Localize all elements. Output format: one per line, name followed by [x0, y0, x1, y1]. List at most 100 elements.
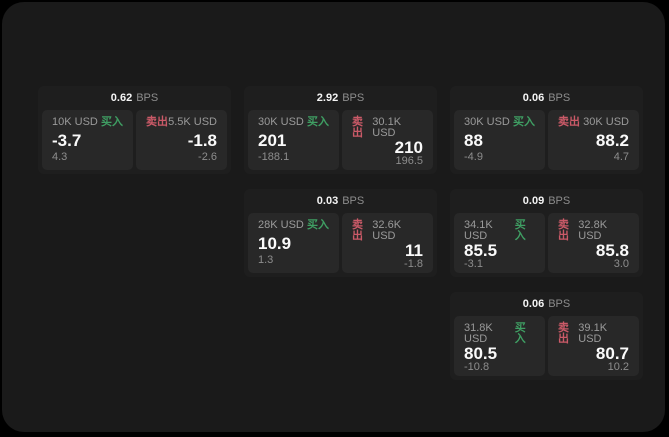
- bps-unit-label: BPS: [548, 91, 571, 104]
- buy-amount: 31.8K USD: [464, 322, 493, 345]
- card-body: 30K USD 买入 88 -4.9 卖出 30K USD 88.2 4.7: [454, 110, 639, 170]
- sell-amount: 30K USD: [583, 116, 629, 128]
- card-body: 34.1K USD 买入 85.5 -3.1 卖出 32.8K USD 85.8…: [454, 213, 639, 273]
- buy-price: 85.5: [464, 241, 498, 260]
- buy-price: -3.7: [52, 130, 82, 150]
- sell-label: 卖出: [558, 322, 569, 345]
- buy-sub-value: 4.3: [52, 151, 68, 163]
- sell-amount: 32.8K USD: [578, 219, 608, 242]
- buy-amount: 28K USD: [258, 219, 304, 231]
- bps-unit-label: BPS: [342, 91, 365, 104]
- buy-amount: 30K USD: [258, 116, 304, 128]
- bps-value: 2.92: [316, 91, 339, 104]
- bps-unit-label: BPS: [342, 194, 365, 207]
- quote-card: 0.06 BPS 30K USD 买入 88 -4.9 卖出 30K USD 8…: [450, 86, 643, 174]
- bps-value: 0.06: [522, 91, 545, 104]
- card-grid: 0.62 BPS 10K USD 买入 -3.7 4.3 卖出 5.5K USD…: [38, 86, 643, 380]
- buy-amount: 34.1K USD: [464, 219, 493, 242]
- card-header: 0.62 BPS: [42, 86, 227, 110]
- buy-label: 买入: [307, 116, 329, 128]
- buy-label: 买入: [101, 116, 123, 128]
- sell-sub-value: 10.2: [607, 361, 629, 373]
- sell-tile-header: 卖出 32.6K USD: [352, 220, 423, 242]
- sell-sub-value: 4.7: [613, 151, 629, 163]
- buy-tile[interactable]: 28K USD 买入 10.9 1.3: [248, 213, 339, 273]
- sell-tile[interactable]: 卖出 39.1K USD 80.7 10.2: [548, 316, 639, 376]
- sell-tile-header: 卖出 30K USD: [558, 117, 629, 128]
- quote-card: 0.06 BPS 31.8K USD 买入 80.5 -10.8 卖出 39.1…: [450, 292, 643, 380]
- bps-unit-label: BPS: [136, 91, 159, 104]
- card-body: 28K USD 买入 10.9 1.3 卖出 32.6K USD 11 -1.8: [248, 213, 433, 273]
- sell-tile-header: 卖出 32.8K USD: [558, 220, 629, 242]
- quote-card: 0.03 BPS 28K USD 买入 10.9 1.3 卖出 32.6K US…: [244, 189, 437, 277]
- sell-tile[interactable]: 卖出 5.5K USD -1.8 -2.6: [136, 110, 227, 170]
- sell-price: 80.7: [595, 344, 629, 363]
- buy-sub-value: -3.1: [464, 258, 483, 270]
- sell-sub-value: -2.6: [198, 151, 217, 163]
- sell-label: 卖出: [352, 219, 363, 242]
- buy-tile[interactable]: 31.8K USD 买入 80.5 -10.8: [454, 316, 545, 376]
- sell-tile-header: 卖出 30.1K USD: [352, 117, 423, 139]
- quote-card: 0.09 BPS 34.1K USD 买入 85.5 -3.1 卖出 32.8K…: [450, 189, 643, 277]
- buy-tile-header: 31.8K USD 买入: [464, 323, 535, 345]
- card-header: 2.92 BPS: [248, 86, 433, 110]
- sell-price: 210: [394, 138, 423, 157]
- bps-unit-label: BPS: [548, 194, 571, 207]
- buy-price: 80.5: [464, 344, 498, 363]
- card-header: 0.06 BPS: [454, 86, 639, 110]
- sell-label: 卖出: [146, 116, 168, 128]
- buy-tile-header: 34.1K USD 买入: [464, 220, 535, 242]
- bps-value: 0.62: [110, 91, 133, 104]
- bps-value: 0.06: [522, 297, 545, 310]
- sell-tile[interactable]: 卖出 32.8K USD 85.8 3.0: [548, 213, 639, 273]
- app-frame: 0.62 BPS 10K USD 买入 -3.7 4.3 卖出 5.5K USD…: [2, 2, 665, 432]
- sell-label: 卖出: [558, 116, 580, 128]
- buy-tile[interactable]: 30K USD 买入 88 -4.9: [454, 110, 545, 170]
- sell-price: -1.8: [187, 130, 217, 150]
- sell-tile[interactable]: 卖出 30K USD 88.2 4.7: [548, 110, 639, 170]
- buy-price: 201: [258, 130, 287, 150]
- buy-label: 买入: [307, 219, 329, 231]
- sell-amount: 32.6K USD: [372, 219, 402, 242]
- quote-card: 2.92 BPS 30K USD 买入 201 -188.1 卖出 30.1K …: [244, 86, 437, 174]
- sell-tile[interactable]: 卖出 32.6K USD 11 -1.8: [342, 213, 433, 273]
- card-header: 0.06 BPS: [454, 292, 639, 316]
- buy-tile-header: 28K USD 买入: [258, 220, 329, 231]
- card-body: 31.8K USD 买入 80.5 -10.8 卖出 39.1K USD 80.…: [454, 316, 639, 376]
- buy-label: 买入: [514, 219, 526, 242]
- sell-price: 88.2: [595, 130, 629, 150]
- sell-tile[interactable]: 卖出 30.1K USD 210 196.5: [342, 110, 433, 170]
- buy-tile-header: 30K USD 买入: [258, 117, 329, 128]
- buy-label: 买入: [513, 116, 535, 128]
- sell-amount: 5.5K USD: [168, 116, 217, 128]
- sell-amount: 39.1K USD: [578, 322, 608, 345]
- buy-price: 10.9: [258, 233, 292, 253]
- buy-tile[interactable]: 10K USD 买入 -3.7 4.3: [42, 110, 133, 170]
- buy-sub-value: -10.8: [464, 361, 490, 373]
- bps-value: 0.03: [316, 194, 339, 207]
- sell-sub-value: 196.5: [395, 155, 423, 167]
- buy-price: 88: [464, 130, 483, 150]
- buy-sub-value: 1.3: [258, 254, 274, 266]
- sell-tile-header: 卖出 5.5K USD: [146, 117, 217, 128]
- bps-value: 0.09: [522, 194, 545, 207]
- sell-tile-header: 卖出 39.1K USD: [558, 323, 629, 345]
- buy-amount: 30K USD: [464, 116, 510, 128]
- buy-tile[interactable]: 30K USD 买入 201 -188.1: [248, 110, 339, 170]
- card-body: 10K USD 买入 -3.7 4.3 卖出 5.5K USD -1.8 -2.…: [42, 110, 227, 170]
- sell-label: 卖出: [352, 116, 363, 139]
- buy-tile[interactable]: 34.1K USD 买入 85.5 -3.1: [454, 213, 545, 273]
- quote-card: 0.62 BPS 10K USD 买入 -3.7 4.3 卖出 5.5K USD…: [38, 86, 231, 174]
- sell-sub-value: -1.8: [404, 258, 423, 270]
- card-header: 0.03 BPS: [248, 189, 433, 213]
- sell-sub-value: 3.0: [613, 258, 629, 270]
- buy-label: 买入: [514, 322, 526, 345]
- sell-amount: 30.1K USD: [372, 116, 402, 139]
- sell-price: 85.8: [595, 241, 629, 260]
- sell-price: 11: [405, 241, 423, 260]
- card-header: 0.09 BPS: [454, 189, 639, 213]
- sell-label: 卖出: [558, 219, 569, 242]
- buy-amount: 10K USD: [52, 116, 98, 128]
- buy-tile-header: 10K USD 买入: [52, 117, 123, 128]
- card-body: 30K USD 买入 201 -188.1 卖出 30.1K USD 210 1…: [248, 110, 433, 170]
